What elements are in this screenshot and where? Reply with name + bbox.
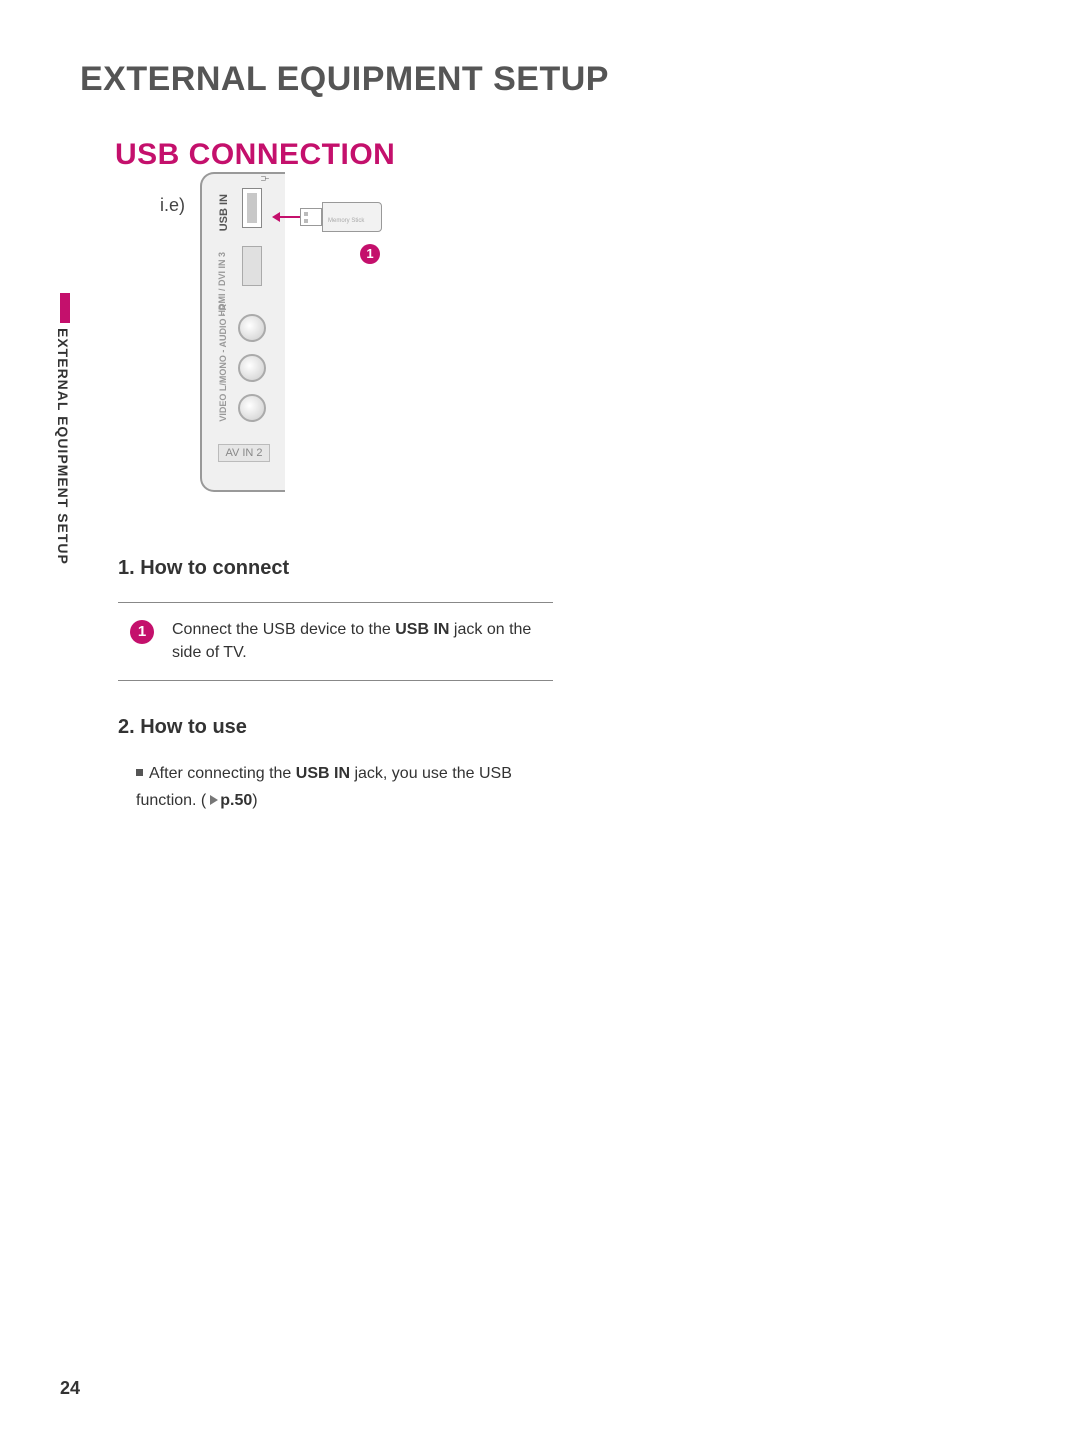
rca-jack-l xyxy=(238,354,266,382)
step-badge-1: 1 xyxy=(130,620,154,644)
how-to-connect-heading: 1. How to connect xyxy=(118,557,289,580)
side-tab-text: EXTERNAL EQUIPMENT SETUP xyxy=(55,328,71,565)
step-1-text: Connect the USB device to the USB IN jac… xyxy=(172,618,552,664)
text-bold: USB IN xyxy=(395,621,449,638)
usb-icon: ⑂ xyxy=(258,175,272,182)
page-ref: p.50 xyxy=(220,792,252,809)
divider xyxy=(118,602,553,603)
hdmi-slot xyxy=(242,246,262,286)
insert-arrow xyxy=(272,212,302,222)
usb-slot xyxy=(242,188,262,228)
side-tab-marker xyxy=(60,293,70,323)
section-title: USB CONNECTION xyxy=(115,138,395,172)
text-bold: USB IN xyxy=(296,765,350,782)
rca-jack-r xyxy=(238,314,266,342)
callout-badge-1: 1 xyxy=(360,244,380,264)
rca-jack-video xyxy=(238,394,266,422)
square-bullet-icon xyxy=(136,769,143,776)
divider xyxy=(118,680,553,681)
text: After connecting the xyxy=(149,765,296,782)
text: ) xyxy=(252,792,257,809)
triangle-ref-icon xyxy=(210,795,218,805)
usb-stick: Memory Stick xyxy=(300,202,390,232)
audio-label: VIDEO L/MONO - AUDIO - R xyxy=(218,304,228,422)
usb-body xyxy=(322,202,382,232)
page-title: EXTERNAL EQUIPMENT SETUP xyxy=(80,60,609,99)
avin-label: AV IN 2 xyxy=(218,444,270,462)
usb-in-label: USB IN xyxy=(218,194,230,231)
how-to-use-heading: 2. How to use xyxy=(118,716,247,739)
example-label: i.e) xyxy=(160,195,185,216)
page-number: 24 xyxy=(60,1378,80,1399)
text: Connect the USB device to the xyxy=(172,621,395,638)
usb-body-text: Memory Stick xyxy=(328,218,364,224)
usb-plug xyxy=(300,208,322,226)
how-to-use-text: After connecting the USB IN jack, you us… xyxy=(136,760,566,814)
